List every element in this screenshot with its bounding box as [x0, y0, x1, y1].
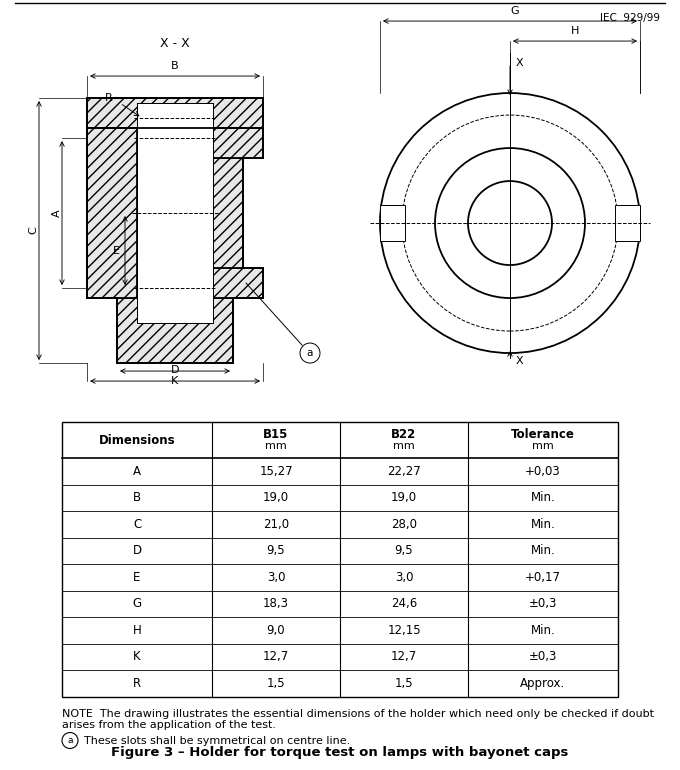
Text: B22: B22 [392, 427, 417, 440]
Text: H: H [133, 624, 141, 637]
Text: ±0,3: ±0,3 [529, 651, 557, 663]
Text: E: E [113, 246, 120, 256]
Text: 3,0: 3,0 [267, 571, 285, 584]
Text: K: K [133, 651, 141, 663]
Text: mm: mm [265, 441, 287, 451]
Polygon shape [213, 268, 263, 298]
Text: 12,15: 12,15 [387, 624, 421, 637]
Polygon shape [213, 158, 243, 268]
Text: B: B [133, 491, 141, 504]
Text: 22,27: 22,27 [387, 465, 421, 478]
Text: X - X: X - X [160, 37, 190, 50]
Text: Tolerance: Tolerance [511, 427, 575, 440]
Text: Min.: Min. [530, 491, 556, 504]
Text: 18,3: 18,3 [263, 598, 289, 611]
Text: 21,0: 21,0 [263, 517, 289, 531]
Text: mm: mm [532, 441, 554, 451]
Text: 28,0: 28,0 [391, 517, 417, 531]
Text: A: A [133, 465, 141, 478]
Text: ±0,3: ±0,3 [529, 598, 557, 611]
Text: a: a [67, 736, 73, 745]
Text: 24,6: 24,6 [391, 598, 417, 611]
Text: 9,5: 9,5 [267, 544, 286, 557]
Text: B15: B15 [263, 427, 289, 440]
Polygon shape [137, 103, 213, 323]
Text: X: X [516, 356, 524, 366]
Text: 19,0: 19,0 [263, 491, 289, 504]
Polygon shape [380, 205, 405, 241]
Text: A: A [52, 209, 62, 217]
Text: 9,0: 9,0 [267, 624, 286, 637]
Text: Min.: Min. [530, 544, 556, 557]
Text: 12,7: 12,7 [263, 651, 289, 663]
Text: Approx.: Approx. [520, 677, 566, 690]
Text: a: a [307, 348, 313, 358]
Polygon shape [615, 205, 640, 241]
Text: +0,17: +0,17 [525, 571, 561, 584]
Text: 12,7: 12,7 [391, 651, 417, 663]
Polygon shape [87, 128, 137, 298]
Text: D: D [133, 544, 141, 557]
Text: mm: mm [393, 441, 415, 451]
Text: IEC  929/99: IEC 929/99 [600, 13, 660, 23]
Text: Figure 3 – Holder for torque test on lamps with bayonet caps: Figure 3 – Holder for torque test on lam… [112, 745, 568, 758]
Polygon shape [213, 128, 263, 158]
Text: Dimensions: Dimensions [99, 434, 175, 447]
Polygon shape [62, 422, 618, 697]
Text: 3,0: 3,0 [395, 571, 413, 584]
Text: These slots shall be symmetrical on centre line.: These slots shall be symmetrical on cent… [84, 735, 350, 745]
Text: B: B [171, 61, 179, 71]
Text: 1,5: 1,5 [267, 677, 286, 690]
Text: 15,27: 15,27 [259, 465, 293, 478]
Text: 19,0: 19,0 [391, 491, 417, 504]
Text: NOTE  The drawing illustrates the essential dimensions of the holder which need : NOTE The drawing illustrates the essenti… [62, 708, 654, 730]
Text: G: G [133, 598, 141, 611]
Text: Min.: Min. [530, 624, 556, 637]
Text: R: R [133, 677, 141, 690]
Text: X: X [516, 58, 524, 68]
Text: G: G [511, 6, 520, 16]
Text: C: C [28, 226, 38, 234]
Text: R: R [105, 93, 113, 103]
Text: K: K [171, 376, 179, 386]
Text: E: E [133, 571, 141, 584]
Polygon shape [87, 98, 263, 128]
Polygon shape [117, 298, 233, 363]
Text: H: H [571, 26, 579, 36]
Text: 9,5: 9,5 [394, 544, 413, 557]
Text: C: C [133, 517, 141, 531]
Text: +0,03: +0,03 [525, 465, 561, 478]
Text: D: D [171, 365, 180, 375]
Text: 1,5: 1,5 [394, 677, 413, 690]
Text: Min.: Min. [530, 517, 556, 531]
